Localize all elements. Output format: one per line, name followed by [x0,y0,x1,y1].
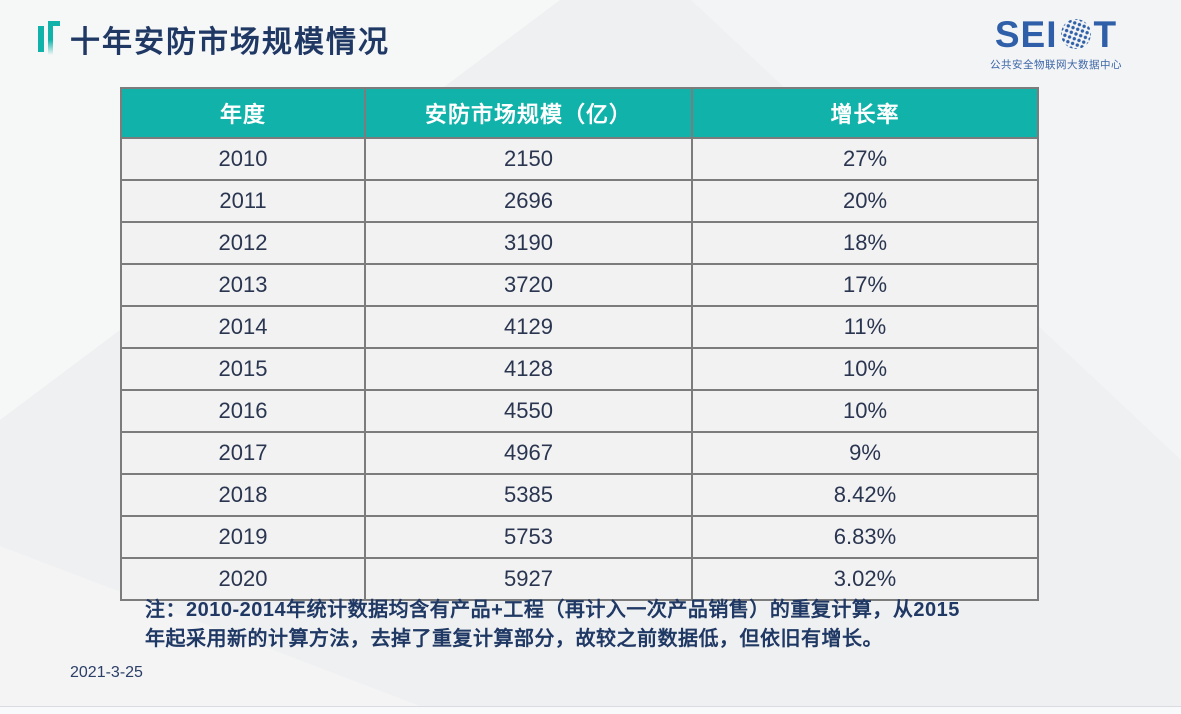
column-header-scale: 安防市场规模（亿） [364,87,693,139]
title-quote-bar-icon [38,26,44,52]
growth-cell: 3.02% [691,557,1039,601]
year-cell: 2015 [120,347,366,391]
growth-cell: 10% [691,389,1039,433]
table-row: 2014 4129 11% [120,305,1039,349]
table-row: 2017 4967 9% [120,431,1039,475]
seiot-logo: SEI T 公共安全物联网大数据中心 [951,12,1161,72]
growth-cell: 8.42% [691,473,1039,517]
scale-cell: 5927 [364,557,693,601]
table-row: 2011 2696 20% [120,179,1039,223]
title-quote-stem-icon [48,21,53,55]
year-cell: 2020 [120,557,366,601]
column-header-year: 年度 [120,87,366,139]
growth-cell: 10% [691,347,1039,391]
year-cell: 2018 [120,473,366,517]
scale-cell: 4128 [364,347,693,391]
scale-cell: 5385 [364,473,693,517]
globe-icon [1056,14,1095,54]
scale-cell: 4550 [364,389,693,433]
slide-date: 2021-3-25 [70,664,143,681]
logo-text-t: T [1093,13,1118,55]
year-cell: 2012 [120,221,366,265]
scale-cell: 4967 [364,431,693,475]
title-quote-icon [38,21,64,57]
logo-text-sei: SEI [994,13,1058,55]
year-cell: 2017 [120,431,366,475]
table-row: 2016 4550 10% [120,389,1039,433]
year-cell: 2019 [120,515,366,559]
column-header-growth: 增长率 [691,87,1039,139]
table-row: 2020 5927 3.02% [120,557,1039,601]
growth-cell: 20% [691,179,1039,223]
year-cell: 2013 [120,263,366,307]
table-row: 2015 4128 10% [120,347,1039,391]
scale-cell: 2150 [364,137,693,181]
logo-wordmark: SEI T [951,12,1161,56]
year-cell: 2011 [120,179,366,223]
year-cell: 2010 [120,137,366,181]
growth-cell: 18% [691,221,1039,265]
growth-cell: 27% [691,137,1039,181]
slide-bottom-edge [0,706,1181,714]
growth-cell: 6.83% [691,515,1039,559]
table-header-row: 年度 安防市场规模（亿） 增长率 [120,87,1039,139]
growth-cell: 9% [691,431,1039,475]
title-quote-corner-icon [48,21,60,26]
footnote-line-2: 年起采用新的计算方法，去掉了重复计算部分，故较之前数据低，但依旧有增长。 [145,628,883,650]
growth-cell: 11% [691,305,1039,349]
growth-cell: 17% [691,263,1039,307]
table-row: 2012 3190 18% [120,221,1039,265]
page-title: 十年安防市场规模情况 [70,26,390,59]
table-row: 2018 5385 8.42% [120,473,1039,517]
year-cell: 2016 [120,389,366,433]
table-row: 2019 5753 6.83% [120,515,1039,559]
table-row: 2010 2150 27% [120,137,1039,181]
scale-cell: 4129 [364,305,693,349]
market-size-table: 年度 安防市场规模（亿） 增长率 2010 2150 27% 2011 2696… [120,87,1039,601]
logo-caption: 公共安全物联网大数据中心 [990,59,1122,71]
footnote-line-1: 注：2010-2014年统计数据均含有产品+工程（再计入一次产品销售）的重复计算… [145,599,960,621]
scale-cell: 3720 [364,263,693,307]
scale-cell: 2696 [364,179,693,223]
footnote: 注：2010-2014年统计数据均含有产品+工程（再计入一次产品销售）的重复计算… [145,596,1035,654]
scale-cell: 3190 [364,221,693,265]
table-row: 2013 3720 17% [120,263,1039,307]
scale-cell: 5753 [364,515,693,559]
year-cell: 2014 [120,305,366,349]
